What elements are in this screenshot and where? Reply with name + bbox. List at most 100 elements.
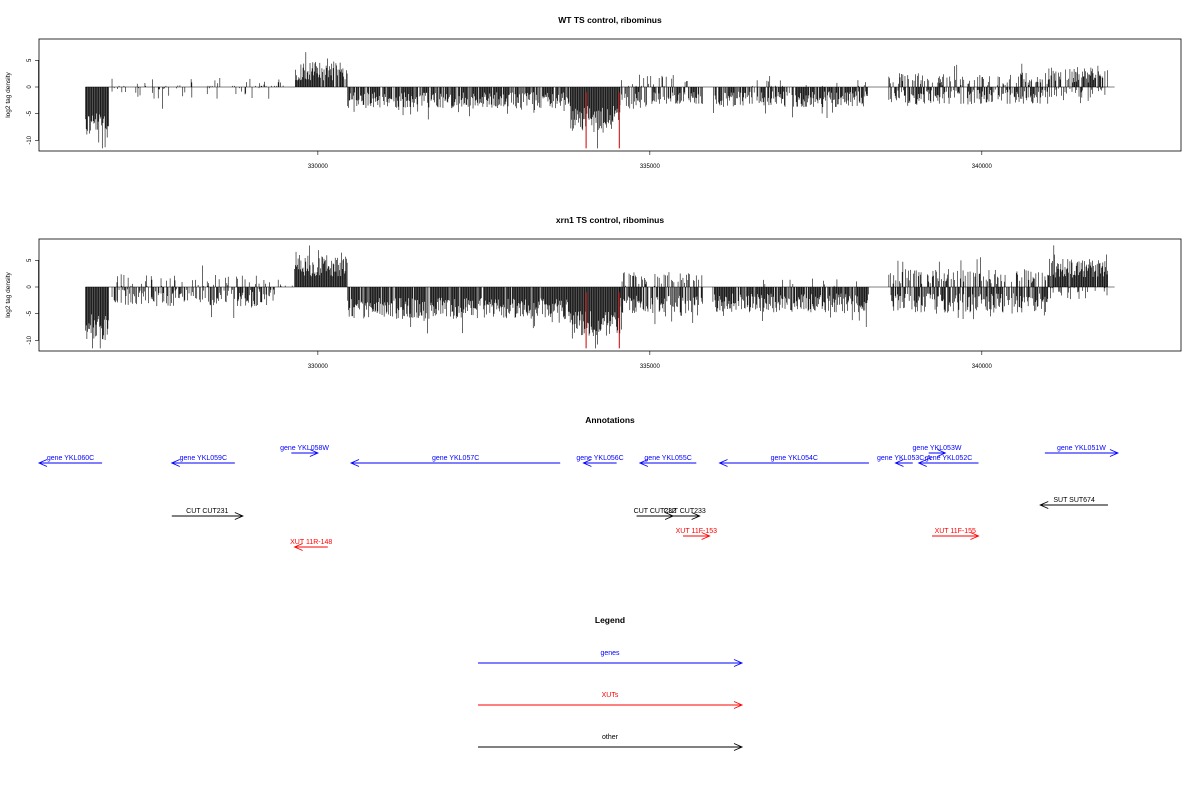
y-tick-label: -5 bbox=[27, 310, 33, 316]
legend-arrow bbox=[478, 659, 744, 667]
feature-arrow bbox=[37, 459, 103, 467]
feature-label: gene YKL059C bbox=[180, 455, 227, 462]
feature-label: gene YKL060C bbox=[47, 455, 94, 462]
feature-label: gene YKL058W bbox=[280, 445, 329, 452]
y-tick-label: 5 bbox=[27, 258, 33, 262]
annotation-feature: gene YKL056C bbox=[576, 455, 624, 467]
x-tick-label: 335000 bbox=[640, 164, 661, 170]
feature-label: XUT 11R-148 bbox=[290, 539, 332, 546]
xrn1-signal-panel: xrn1 TS control, ribominus log2 tag dens… bbox=[5, 215, 1182, 370]
feature-label: gene YKL052C bbox=[925, 455, 972, 462]
arrow-head-left-icon bbox=[37, 459, 48, 467]
y-axis-label: log2 tag density bbox=[5, 271, 12, 317]
feature-label: gene YKL056C bbox=[576, 455, 623, 462]
annotation-feature: gene YKL053C-A bbox=[877, 455, 932, 467]
annotation-feature: gene YKL060C bbox=[37, 455, 103, 467]
plot-frame bbox=[38, 38, 1182, 152]
feature-arrow bbox=[293, 543, 328, 551]
arrow-head-right-icon bbox=[1109, 449, 1120, 457]
wt-signal-panel: WT TS control, ribominus log2 tag densit… bbox=[5, 15, 1182, 170]
highlight-lines bbox=[585, 292, 620, 349]
annotations-panel: Annotations gene YKL060C gene YKL059C gene… bbox=[37, 415, 1120, 551]
feature-arrow bbox=[669, 512, 701, 520]
feature-label: gene YKL053W bbox=[913, 445, 962, 452]
annotation-feature: CUT CUT231 bbox=[171, 508, 244, 520]
feature-label: gene YKL051W bbox=[1057, 445, 1106, 452]
x-tick-label: 330000 bbox=[308, 364, 329, 370]
arrow-head-right-icon bbox=[234, 512, 244, 520]
legend-arrow bbox=[478, 701, 744, 709]
arrow-head-right-icon bbox=[733, 743, 744, 751]
arrow-head-left-icon bbox=[917, 459, 927, 467]
axes: -10 -5 0 5 330000 335000 340000 bbox=[27, 258, 992, 370]
legend-label: XUTs bbox=[602, 692, 619, 699]
feature-label: gene YKL055C bbox=[644, 455, 691, 462]
arrow-head-right-icon bbox=[701, 532, 711, 540]
panel-title: xrn1 TS control, ribominus bbox=[556, 215, 664, 225]
feature-arrow bbox=[928, 449, 947, 457]
axes: -10 -5 0 5 330000 335000 340000 bbox=[27, 58, 992, 170]
feature-label: CUT CUT231 bbox=[186, 508, 228, 515]
legend-label: genes bbox=[600, 650, 620, 657]
feature-arrow bbox=[171, 512, 244, 520]
panel-title: WT TS control, ribominus bbox=[558, 15, 662, 25]
annotations-title: Annotations bbox=[585, 415, 635, 425]
x-tick-label: 335000 bbox=[640, 364, 661, 370]
feature-arrow bbox=[170, 459, 235, 467]
feature-arrow bbox=[683, 532, 711, 540]
arrow-head-left-icon bbox=[170, 459, 180, 467]
arrow-head-left-icon bbox=[718, 459, 728, 467]
legend-arrow bbox=[478, 743, 744, 751]
annotation-feature: gene YKL054C bbox=[718, 455, 869, 467]
legend-item: XUTs bbox=[478, 692, 744, 709]
annotation-feature: SUT SUT674 bbox=[1039, 497, 1108, 509]
signal-bars bbox=[85, 52, 1115, 149]
feature-arrow bbox=[1039, 501, 1108, 509]
y-tick-label: 5 bbox=[27, 58, 33, 62]
feature-label: gene YKL054C bbox=[771, 455, 818, 462]
feature-arrow bbox=[291, 449, 319, 457]
feature-label: SUT SUT674 bbox=[1053, 497, 1095, 504]
legend-item: other bbox=[478, 734, 744, 751]
arrow-head-right-icon bbox=[970, 532, 980, 540]
x-tick-label: 340000 bbox=[972, 164, 993, 170]
feature-arrow bbox=[718, 459, 869, 467]
highlight-lines bbox=[585, 92, 620, 149]
annotation-feature: gene YKL058W bbox=[280, 445, 329, 457]
plot-frame bbox=[38, 238, 1182, 352]
x-tick-label: 330000 bbox=[308, 164, 329, 170]
feature-arrow bbox=[894, 459, 913, 467]
feature-arrow bbox=[917, 459, 979, 467]
feature-label: CUT CUT232 bbox=[634, 508, 676, 515]
legend-label: other bbox=[602, 734, 619, 741]
arrow-head-left-icon bbox=[638, 459, 649, 467]
legend-items: genes XUTs other bbox=[478, 650, 744, 751]
y-axis-label: log2 tag density bbox=[5, 71, 12, 117]
feature-arrow bbox=[582, 459, 617, 467]
arrow-head-right-icon bbox=[733, 659, 744, 667]
feature-label: CUT CUT233 bbox=[664, 508, 706, 515]
annotation-feature: gene YKL053W bbox=[913, 445, 962, 457]
y-tick-label: -5 bbox=[27, 110, 33, 116]
annotation-feature: XUT 11R-148 bbox=[290, 539, 332, 551]
y-tick-label: 0 bbox=[27, 285, 33, 289]
legend-panel: Legend genes XUTs other bbox=[478, 615, 744, 751]
arrow-head-right-icon bbox=[309, 449, 319, 457]
feature-arrow bbox=[638, 459, 697, 467]
annotation-feature: gene YKL057C bbox=[349, 455, 561, 467]
y-tick-label: -10 bbox=[27, 135, 33, 144]
arrow-head-left-icon bbox=[582, 459, 592, 467]
annotation-feature: gene YKL052C bbox=[917, 455, 979, 467]
annotation-feature: gene YKL055C bbox=[638, 455, 697, 467]
y-tick-label: 0 bbox=[27, 85, 33, 89]
feature-label: gene YKL057C bbox=[432, 455, 479, 462]
arrow-head-left-icon bbox=[1039, 501, 1049, 509]
arrow-head-left-icon bbox=[349, 459, 360, 467]
annotation-feature: CUT CUT233 bbox=[664, 508, 706, 520]
annotation-feature: XUT 11F-153 bbox=[676, 528, 717, 540]
feature-label: gene YKL053C-A bbox=[877, 455, 932, 462]
feature-label: XUT 11F-155 bbox=[935, 528, 976, 535]
signal-bars bbox=[85, 245, 1115, 349]
